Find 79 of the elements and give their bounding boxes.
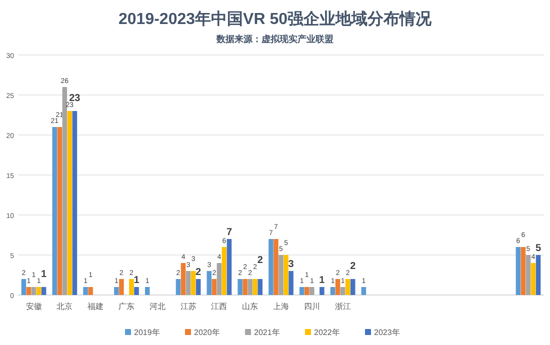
bar	[88, 287, 93, 295]
legend-label: 2020年	[194, 328, 220, 337]
x-tick-label: 北京	[56, 302, 73, 311]
x-tick-label: 四川	[304, 302, 320, 311]
bar	[72, 111, 78, 295]
bar	[186, 271, 191, 295]
chart-title: 2019-2023年中国VR 50强企业地域分布情况	[118, 10, 432, 28]
bar	[226, 239, 232, 295]
data-label: 3	[288, 259, 294, 270]
x-tick-label: 上海	[273, 302, 289, 311]
bar	[520, 247, 526, 295]
bar	[83, 287, 88, 295]
legend-label: 2019年	[134, 328, 160, 337]
bar	[134, 287, 139, 295]
bar	[248, 279, 252, 295]
bar	[36, 287, 42, 295]
bar	[350, 279, 356, 295]
bar	[284, 255, 288, 295]
bar	[41, 287, 46, 295]
x-tick-label: 江西	[211, 302, 228, 311]
bar	[144, 287, 150, 295]
x-tick-label: 河北	[149, 302, 166, 311]
bar	[299, 287, 304, 295]
bar	[180, 263, 186, 295]
bar	[212, 279, 217, 295]
bar	[258, 279, 263, 295]
x-tick-label: 广东	[118, 302, 134, 311]
chart-subtitle: 数据来源：虚拟现实产业联盟	[216, 34, 334, 44]
bar	[216, 263, 222, 295]
bar	[67, 111, 72, 295]
bar	[304, 287, 310, 295]
data-label: 1	[41, 269, 48, 280]
bar	[129, 279, 134, 295]
data-label: 1	[134, 275, 140, 286]
bar	[119, 279, 124, 295]
bar	[252, 279, 258, 295]
bar	[320, 287, 324, 295]
bar	[274, 239, 278, 295]
data-label: 1	[319, 275, 326, 286]
bar	[190, 271, 196, 295]
bar	[361, 287, 366, 295]
bar	[335, 279, 340, 295]
bar	[340, 287, 346, 295]
bar	[57, 127, 62, 295]
data-label: 2	[257, 255, 264, 266]
bar	[21, 279, 26, 295]
bar	[330, 287, 336, 295]
bar	[536, 255, 541, 295]
bar	[268, 239, 274, 295]
bar	[526, 255, 531, 295]
bar	[206, 271, 212, 295]
x-tick-label: 安徽	[26, 302, 42, 311]
data-label: 2	[196, 267, 202, 278]
x-tick-label: 福建	[88, 302, 104, 311]
bar	[196, 279, 201, 295]
bar	[288, 271, 294, 295]
data-label: 5	[535, 243, 542, 254]
legend-label: 2021年	[254, 328, 280, 337]
bar	[278, 255, 284, 295]
bar	[242, 279, 248, 295]
x-tick-label: 浙江	[334, 302, 351, 311]
bar	[176, 279, 181, 295]
x-tick-label: 山东	[242, 302, 258, 311]
bar	[530, 263, 536, 295]
bar	[52, 127, 58, 295]
legend-label: 2023年	[374, 328, 400, 337]
data-label: 7	[226, 227, 232, 238]
bar	[345, 279, 350, 295]
bar	[238, 279, 242, 295]
data-label: 2	[350, 261, 356, 272]
bar	[516, 247, 521, 295]
bar	[310, 287, 314, 295]
bar	[31, 287, 36, 295]
bar	[62, 87, 68, 295]
x-tick-label: 江苏	[180, 302, 196, 311]
legend-label: 2022年	[314, 328, 340, 337]
bar	[222, 247, 227, 295]
bar	[114, 287, 119, 295]
bar	[26, 287, 32, 295]
